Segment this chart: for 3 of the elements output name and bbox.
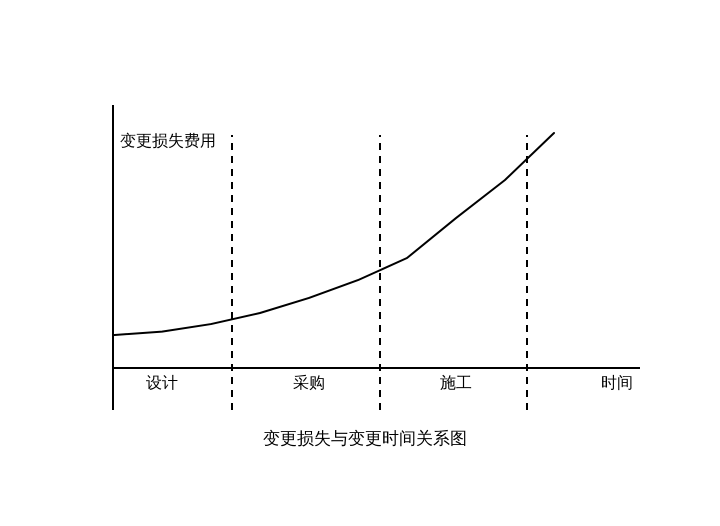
title: 变更损失与变更时间关系图 xyxy=(263,429,467,449)
x-label: 时间 xyxy=(601,373,633,392)
y-label: 变更损失费用 xyxy=(120,131,216,150)
